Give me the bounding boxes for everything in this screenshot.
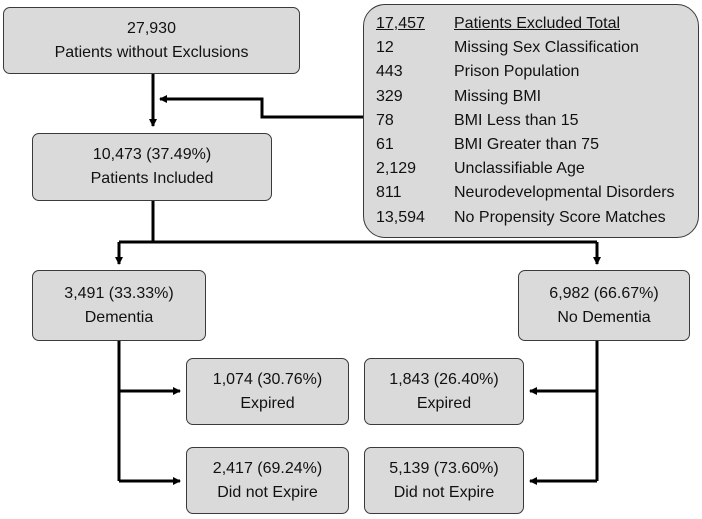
excluded-row-count: 2,129 [376,160,417,178]
excluded-row-reason: Neurodevelopmental Disorders [454,184,675,202]
no-dementia-not-expired-label: Did not Expire [393,483,495,501]
excluded-row-reason: BMI Greater than 75 [454,135,599,153]
excluded-row-count: 12 [376,39,394,57]
no-dementia-expired-label: Expired [416,394,472,412]
excluded-title: Patients Excluded Total [454,15,621,32]
dementia-box: 3,491 (33.33%) Dementia [32,270,206,341]
included-label: Patients Included [90,170,214,187]
dementia-count: 3,491 (33.33%) [64,284,174,302]
patients-included-box: 10,473 (37.49%) Patients Included [32,133,272,201]
excluded-row: 12 Missing Sex Classification [376,36,698,60]
dementia-not-expired-count: 2,417 (69.24%) [212,459,323,477]
excluded-total-count: 17,457 [376,15,425,32]
dementia-expired-count: 1,074 (30.76%) [212,370,323,388]
excluded-row-count: 78 [376,111,394,129]
excluded-row: 78 BMI Less than 15 [376,109,698,133]
excluded-row-reason: Prison Population [454,63,580,81]
excluded-row-reason: Missing BMI [454,87,542,105]
total-label: Patients without Exclusions [54,43,249,61]
excluded-header-row: 17,457 Patients Excluded Total [376,12,698,36]
no-dementia-label: No Dementia [557,308,651,326]
no-dementia-not-expired-box: 5,139 (73.60%) Did not Expire [364,447,524,514]
no-dementia-box: 6,982 (66.67%) No Dementia [518,270,690,341]
no-dementia-count: 6,982 (66.67%) [549,284,659,302]
excluded-row: 811 Neurodevelopmental Disorders [376,181,698,205]
dementia-not-expired-label: Did not Expire [217,483,318,501]
dementia-label: Dementia [84,308,154,326]
no-dementia-expired-count: 1,843 (26.40%) [389,370,499,388]
excluded-row-count: 443 [376,63,403,81]
total-count: 27,930 [127,19,176,37]
included-count: 10,473 (37.49%) [92,146,212,163]
excluded-row: 2,129 Unclassifiable Age [376,157,698,181]
excluded-row: 61 BMI Greater than 75 [376,133,698,157]
excluded-row-reason: BMI Less than 15 [454,111,579,129]
no-dementia-expired-box: 1,843 (26.40%) Expired [364,358,524,425]
dementia-expired-box: 1,074 (30.76%) Expired [186,358,349,425]
no-dementia-not-expired-count: 5,139 (73.60%) [389,459,499,477]
excluded-row: 443 Prison Population [376,60,698,84]
excluded-row: 329 Missing BMI [376,85,698,109]
patients-excluded-box: 17,457 Patients Excluded Total 12 Missin… [363,4,699,238]
excluded-row-count: 13,594 [376,208,425,226]
dementia-expired-label: Expired [240,394,295,412]
excluded-row-reason: Unclassifiable Age [454,160,585,178]
patients-without-exclusions-box: 27,930 Patients without Exclusions [3,7,300,74]
excluded-row-count: 61 [376,135,394,153]
excluded-row-reason: No Propensity Score Matches [454,208,666,226]
arrow-excluded-to-main [159,95,363,119]
excluded-row-reason: Missing Sex Classification [454,39,639,57]
excluded-row-count: 811 [376,184,402,202]
excluded-row-count: 329 [376,87,403,105]
excluded-row: 13,594 No Propensity Score Matches [376,206,698,230]
dementia-not-expired-box: 2,417 (69.24%) Did not Expire [186,447,349,514]
